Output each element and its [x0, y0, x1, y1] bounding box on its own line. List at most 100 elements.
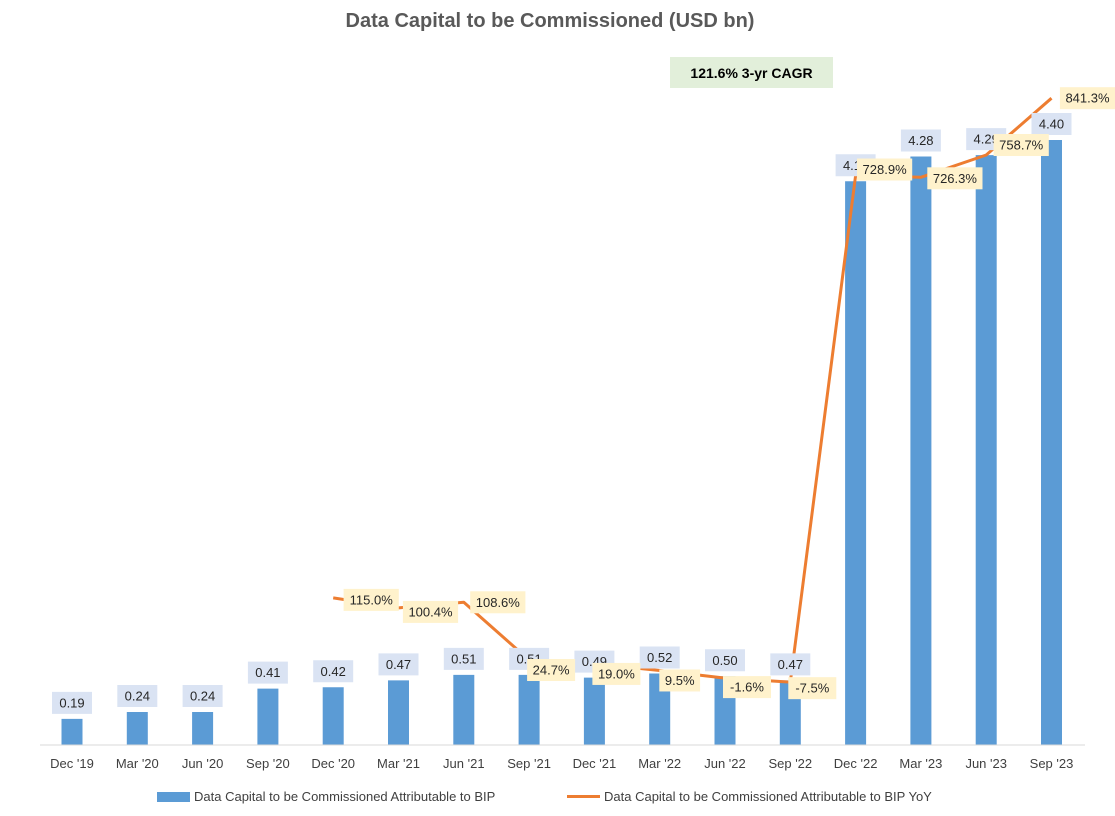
line-label-13: 726.3%: [927, 167, 983, 190]
bar-label-1: 0.24: [117, 685, 158, 707]
line-label-7-text: 24.7%: [533, 663, 570, 678]
legend-label-line: Data Capital to be Commissioned Attribut…: [604, 789, 932, 804]
line-label-15: 841.3%: [1059, 87, 1115, 110]
bar-label-0-text: 0.19: [59, 695, 84, 710]
bar-label-2-text: 0.24: [190, 689, 215, 704]
bar-label-14-text: 4.29: [974, 132, 999, 147]
x-tick-15: Sep '23: [1030, 756, 1074, 771]
bar-label-5: 0.47: [378, 653, 419, 676]
x-tick-6: Jun '21: [443, 756, 485, 771]
chart-title: Data Capital to be Commissioned (USD bn): [345, 10, 755, 32]
line-label-9-bg: [659, 669, 701, 692]
line-label-10-bg: [723, 676, 771, 699]
legend-label-bars: Data Capital to be Commissioned Attribut…: [194, 789, 496, 804]
bar-label-4-bg: [313, 660, 354, 683]
legend-item-bars: Data Capital to be Commissioned Attribut…: [157, 789, 495, 804]
bar-label-9-text: 0.52: [647, 650, 672, 665]
bar-label-3-bg: [247, 661, 288, 684]
bar-label-5-bg: [378, 653, 419, 676]
bar-0: [61, 718, 83, 745]
x-tick-13: Mar '23: [899, 756, 942, 771]
line-label-6: 108.6%: [470, 591, 526, 614]
bar-label-13-bg: [900, 129, 941, 152]
line-label-8-bg: [592, 662, 641, 685]
bar-14: [975, 155, 997, 745]
x-tick-0: Dec '19: [50, 756, 94, 771]
line-label-8-text: 19.0%: [598, 666, 635, 681]
line-label-5-text: 100.4%: [408, 604, 453, 619]
line-label-11: -7.5%: [788, 677, 837, 700]
cagr-annotation: 121.6% 3-yr CAGR: [670, 57, 833, 88]
line-label-14: 758.7%: [993, 134, 1049, 157]
legend-swatch-line: [567, 795, 600, 798]
bar-label-9-bg: [639, 646, 680, 669]
x-tick-14: Jun '23: [965, 756, 1007, 771]
x-tick-12: Dec '22: [834, 756, 878, 771]
line-label-12-text: 728.9%: [863, 162, 908, 177]
x-tick-2: Jun '20: [182, 756, 224, 771]
x-tick-1: Mar '20: [116, 756, 159, 771]
bar-12: [845, 181, 867, 745]
line-label-15-text: 841.3%: [1065, 91, 1110, 106]
bar-label-15-text: 4.40: [1039, 117, 1064, 132]
line-label-6-bg: [470, 591, 526, 614]
x-tick-labels: Dec '19 Mar '20 Jun '20 Sep '20 Dec '20 Mar '…: [50, 756, 1073, 771]
bar-label-15: 4.40: [1031, 113, 1072, 135]
bar-label-6: 0.51: [443, 647, 484, 670]
bar-4: [322, 687, 344, 745]
line-label-8: 19.0%: [592, 662, 641, 685]
bar-2: [192, 712, 214, 745]
bar-6: [453, 674, 475, 745]
line-label-4-text: 115.0%: [350, 592, 394, 607]
bar-label-3: 0.41: [247, 661, 288, 684]
bar-label-10-text: 0.50: [712, 653, 737, 668]
bar-label-5-text: 0.47: [386, 657, 411, 672]
bar-label-13: 4.28: [900, 129, 941, 152]
bar-label-11: 0.47: [770, 653, 811, 676]
x-tick-11: Sep '22: [768, 756, 812, 771]
legend: Data Capital to be Commissioned Attribut…: [0, 789, 1115, 809]
line-label-4-bg: [343, 588, 399, 611]
bar-label-13-text: 4.28: [908, 133, 933, 148]
bar-label-0-bg: [52, 691, 92, 714]
line-label-10: -1.6%: [723, 676, 771, 699]
plot-area: 0.19 0.24 0.240.41 0.42 0.47 0.51 0.51 0.49 0.52…: [40, 87, 1115, 771]
legend-item-line: Data Capital to be Commissioned Attribut…: [567, 789, 932, 804]
bar-label-2-bg: [182, 685, 223, 707]
bar-label-4: 0.42: [313, 660, 354, 683]
bar-15: [1041, 140, 1062, 745]
x-tick-5: Mar '21: [377, 756, 420, 771]
line-label-14-text: 758.7%: [999, 138, 1044, 153]
labels-layer: 0.19 0.24 0.240.41 0.42 0.47 0.51 0.51 0.49 0.52…: [52, 87, 1115, 714]
bar-label-0: 0.19: [52, 691, 92, 714]
line-label-9-text: 9.5%: [665, 673, 695, 688]
bar-label-3-text: 0.41: [255, 665, 280, 680]
line-label-4: 115.0%: [343, 588, 399, 611]
line-label-5: 100.4%: [402, 600, 459, 623]
line-label-12-bg: [857, 158, 913, 181]
x-tick-7: Sep '21: [507, 756, 551, 771]
line-label-7-bg: [527, 659, 576, 682]
bar-1: [126, 712, 148, 745]
bar-7: [518, 674, 540, 745]
bar-label-1-text: 0.24: [125, 689, 150, 704]
bar-label-6-bg: [443, 647, 484, 670]
line-label-13-bg: [927, 167, 983, 190]
bar-label-11-bg: [770, 653, 811, 676]
x-tick-9: Mar '22: [638, 756, 681, 771]
line-label-6-text: 108.6%: [476, 595, 521, 610]
line-label-15-bg: [1059, 87, 1115, 110]
bar-label-6-text: 0.51: [451, 651, 476, 666]
bar-label-1-bg: [117, 685, 158, 707]
x-tick-4: Dec '20: [311, 756, 355, 771]
bars-layer: [61, 140, 1062, 745]
line-label-5-bg: [402, 600, 459, 623]
bar-label-4-text: 0.42: [321, 664, 346, 679]
bar-label-15-bg: [1031, 113, 1072, 135]
line-label-11-bg: [788, 677, 837, 700]
legend-swatch-bars: [157, 791, 190, 802]
line-label-9: 9.5%: [659, 669, 701, 692]
bar-5: [388, 680, 409, 745]
line-label-10-text: -1.6%: [730, 680, 764, 695]
